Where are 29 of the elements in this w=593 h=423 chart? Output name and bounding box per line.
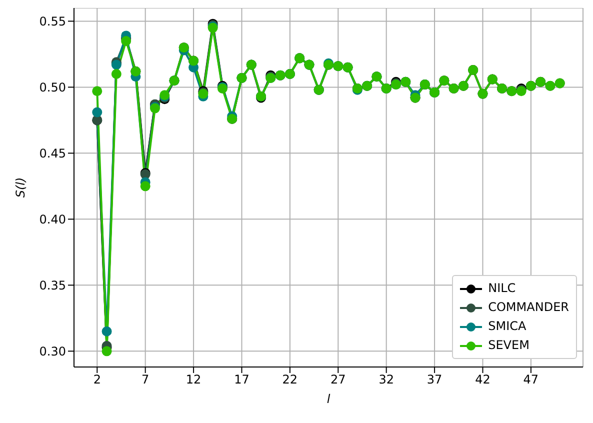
x-tick-label: 2 [93,372,101,387]
legend-label: COMMANDER [488,299,569,316]
x-tick-label: 27 [330,372,346,387]
y-axis-title: S(l) [13,177,28,198]
x-tick-label: 42 [475,372,490,387]
legend-label: SEVEM [488,337,530,354]
point [92,107,102,118]
point [111,68,122,79]
x-tick-label: 37 [426,372,442,387]
point [102,346,112,356]
y-tick-label: 0.45 [39,146,66,160]
x-tick-label: 17 [234,372,250,387]
y-tick-label: 0.30 [39,344,66,358]
legend-label: SMICA [488,318,526,335]
x-tick-label: 47 [523,372,539,387]
y-tick-label: 0.40 [39,212,66,226]
x-tick-label: 22 [282,372,298,387]
y-tick-label: 0.35 [39,278,66,292]
point [140,181,150,192]
point [102,326,112,336]
x-tick-label: 32 [378,372,394,387]
legend-label: NILC [488,280,516,297]
x-tick-label: 7 [142,372,150,387]
y-tick-label: 0.50 [39,80,66,94]
y-tick-label: 0.55 [39,14,66,28]
point [92,86,102,96]
x-tick-label: 12 [186,372,202,387]
x-axis-title: l [326,392,331,406]
point [121,36,132,46]
